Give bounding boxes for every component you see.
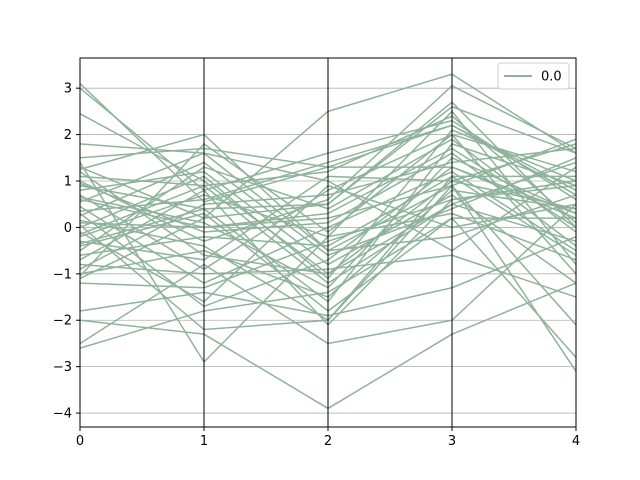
y-tick-label-5: 1	[64, 175, 72, 190]
x-tick-label-4: 4	[572, 434, 580, 449]
legend: 0.0	[497, 62, 570, 90]
y-tick-label-6: 2	[64, 128, 72, 143]
legend-box	[497, 62, 570, 90]
x-tick-label-3: 3	[448, 434, 456, 449]
y-tick-label-2: −2	[53, 314, 72, 329]
y-tick-label-4: 0	[64, 221, 72, 236]
y-tick-label-1: −3	[53, 360, 72, 375]
x-tick-label-2: 2	[324, 434, 332, 449]
tick-labels: −4 −3 −2 −1 0 1 2 3 0 1 2 3 4	[53, 82, 580, 449]
x-tick-label-0: 0	[76, 434, 84, 449]
y-tick-label-7: 3	[64, 82, 72, 97]
x-tick-label-1: 1	[200, 434, 208, 449]
legend-label: 0.0	[541, 70, 562, 85]
y-tick-label-0: −4	[53, 407, 72, 422]
y-tick-label-3: −1	[53, 267, 72, 282]
